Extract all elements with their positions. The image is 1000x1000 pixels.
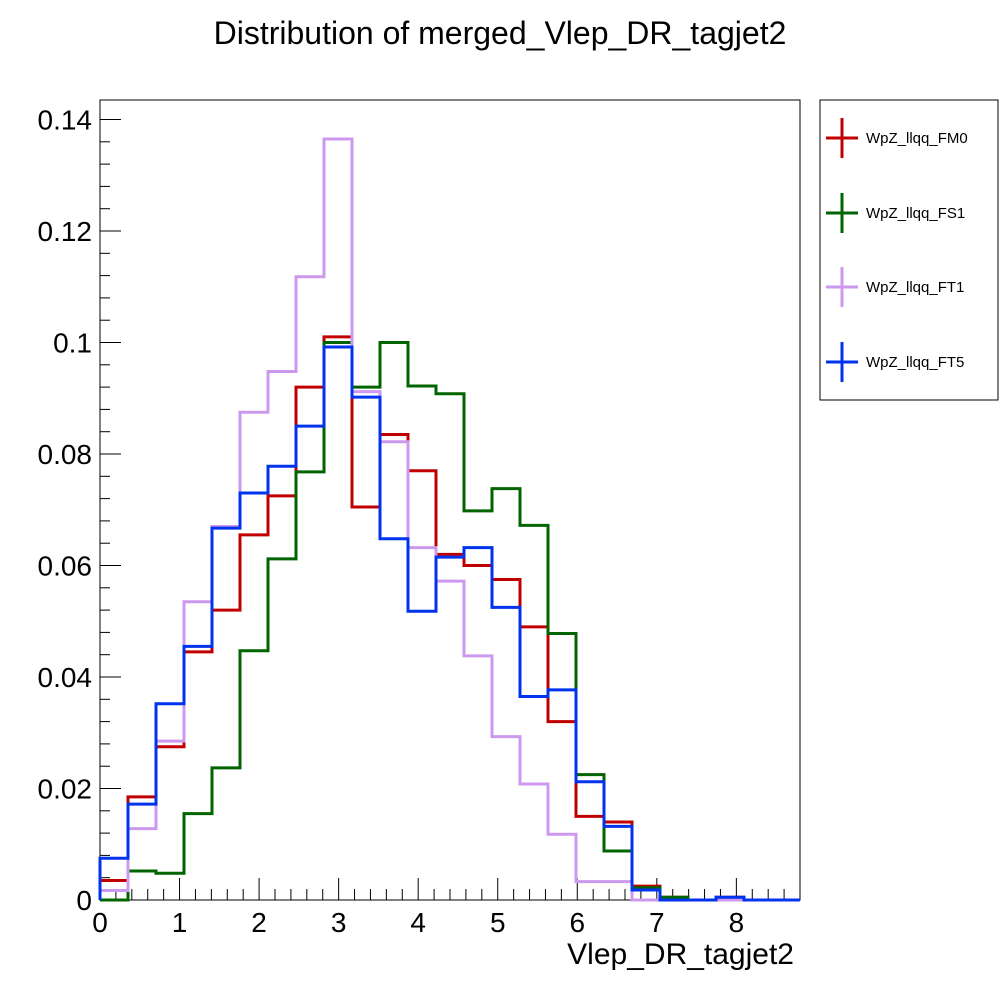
y-tick-label: 0.14 <box>38 105 93 136</box>
legend-entry: WpZ_llqq_FT5 <box>826 342 964 382</box>
x-tick-label: 3 <box>331 907 347 938</box>
y-tick-label: 0.1 <box>53 328 92 359</box>
y-tick-label: 0 <box>76 885 92 916</box>
y-tick-label: 0.02 <box>38 774 93 805</box>
y-axis: 0 0.02 0.04 0.06 0.08 0.1 0.12 0.14 <box>38 105 121 916</box>
series-WpZ_llqq_FT5 <box>98 345 800 902</box>
legend-entry: WpZ_llqq_FS1 <box>826 193 965 233</box>
legend-box <box>819 99 999 401</box>
x-tick-label: 0 <box>92 907 108 938</box>
x-tick-label: 8 <box>729 907 745 938</box>
x-tick-label: 1 <box>172 907 188 938</box>
legend-label: WpZ_llqq_FM0 <box>866 130 968 147</box>
legend: WpZ_llqq_FM0 WpZ_llqq_FS1 WpZ_llqq_FT1 WpZ_… <box>819 99 999 401</box>
y-tick-label: 0.12 <box>38 216 93 247</box>
plot-frame <box>99 99 801 901</box>
legend-label: WpZ_llqq_FT5 <box>866 354 964 371</box>
series-layer <box>98 137 800 902</box>
x-tick-label: 6 <box>569 907 585 938</box>
y-tick-label: 0.04 <box>38 662 93 693</box>
series-WpZ_llqq_FM0 <box>98 335 800 902</box>
x-tick-label: 5 <box>490 907 506 938</box>
x-tick-label: 4 <box>410 907 426 938</box>
y-tick-label: 0.08 <box>38 439 93 470</box>
legend-entry: WpZ_llqq_FT1 <box>826 267 964 307</box>
x-tick-label: 7 <box>649 907 665 938</box>
series-line <box>98 335 800 902</box>
series-line <box>98 345 800 902</box>
legend-label: WpZ_llqq_FS1 <box>866 205 965 222</box>
x-axis: 0 1 2 3 4 5 6 7 8 <box>92 878 801 938</box>
series-line <box>98 137 800 902</box>
legend-label: WpZ_llqq_FT1 <box>866 279 964 296</box>
legend-entry: WpZ_llqq_FM0 <box>826 118 968 158</box>
y-tick-label: 0.06 <box>38 551 93 582</box>
chart-title: Distribution of merged_Vlep_DR_tagjet2 <box>214 15 787 51</box>
series-WpZ_llqq_FT1 <box>98 137 800 902</box>
series-WpZ_llqq_FS1 <box>100 341 800 902</box>
series-line <box>100 341 800 902</box>
x-tick-label: 2 <box>251 907 267 938</box>
x-axis-label: Vlep_DR_tagjet2 <box>567 938 794 971</box>
